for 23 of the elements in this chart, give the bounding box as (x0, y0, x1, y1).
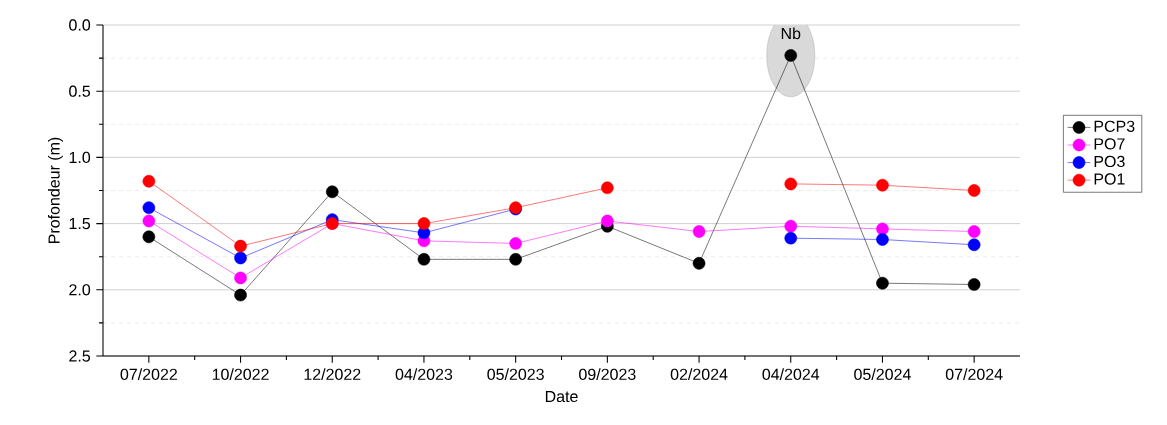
x-tick-label: 12/2022 (304, 368, 361, 381)
x-tick-label: 02/2024 (670, 368, 728, 381)
annotation: Nb (781, 27, 801, 40)
legend-label: PCP3 (1094, 120, 1135, 132)
y-tick-label: 2.0 (69, 284, 91, 296)
legend-label: PO3 (1094, 155, 1125, 168)
y-tick-label: 2.5 (69, 350, 91, 362)
x-axis-title: Date (545, 390, 578, 403)
x-tick-label: 07/2022 (120, 368, 177, 381)
x-tick-label: 05/2023 (487, 368, 544, 381)
y-tick-label: 0.5 (69, 85, 91, 97)
y-tick-label: 0.0 (69, 19, 91, 31)
x-tick-label: 09/2023 (579, 368, 636, 381)
x-tick-label: 07/2024 (945, 368, 1003, 381)
x-tick-label: 04/2024 (762, 368, 820, 381)
legend-label: PO1 (1094, 173, 1125, 185)
x-tick-label: 05/2024 (854, 368, 911, 381)
y-tick-label: 1.0 (69, 151, 91, 164)
legend-label: PO7 (1094, 138, 1125, 150)
x-tick-label: 04/2023 (395, 368, 453, 381)
y-axis-title: Profondeur (m) (48, 137, 63, 243)
x-tick-label: 10/2022 (212, 368, 269, 381)
y-tick-label: 1.5 (69, 218, 91, 230)
